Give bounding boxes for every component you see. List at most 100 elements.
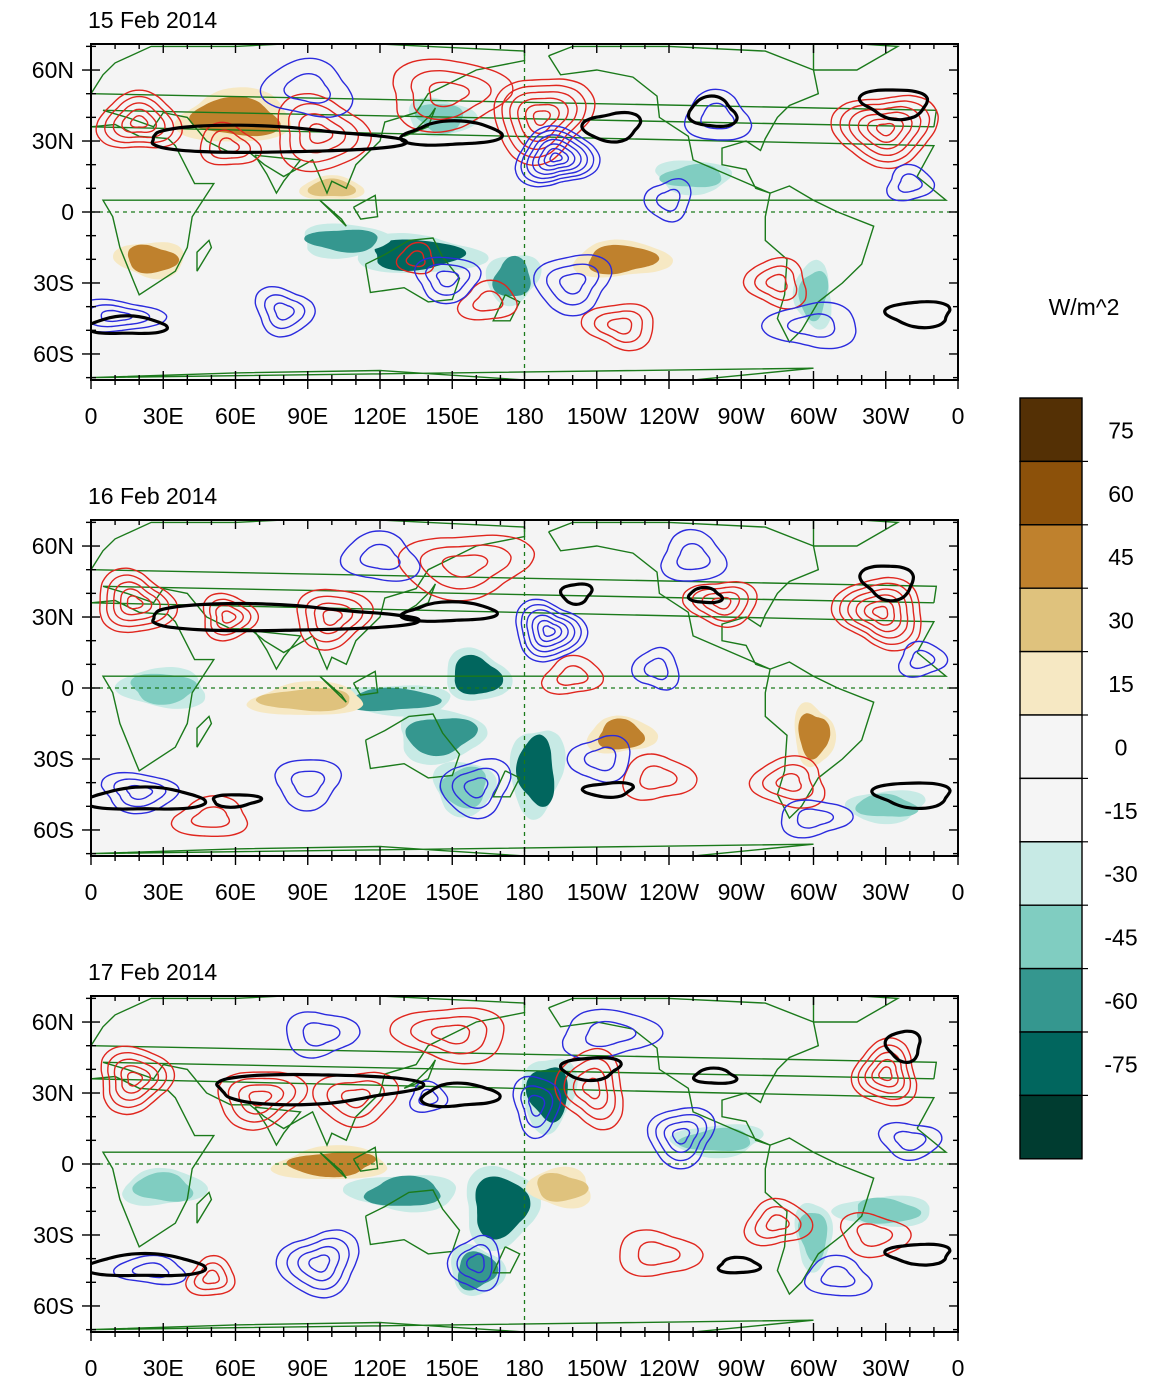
negative-contour xyxy=(514,125,601,188)
lon-tick-label: 120W xyxy=(639,1355,699,1381)
coastline xyxy=(91,123,948,296)
positive-contour xyxy=(524,103,560,135)
coastline xyxy=(352,194,379,220)
lat-tick-label: 60S xyxy=(33,341,74,367)
negative-contour xyxy=(643,178,692,223)
negative-contour xyxy=(297,1245,341,1282)
negative-contour xyxy=(263,294,306,330)
jet-contour xyxy=(151,601,421,633)
negative-contour xyxy=(897,640,949,678)
olr-shading xyxy=(677,1127,751,1151)
colorbar-swatch xyxy=(1019,777,1083,843)
coastline xyxy=(196,1191,213,1224)
jet-contour xyxy=(883,1242,952,1267)
positive-contour xyxy=(113,1058,160,1101)
positive-contour xyxy=(637,1241,681,1266)
positive-contour xyxy=(441,554,489,578)
colorbar-label: -45 xyxy=(1104,925,1137,951)
negative-contour xyxy=(414,256,482,305)
jet-contour xyxy=(686,585,725,605)
colorbar-swatch xyxy=(1019,524,1083,589)
negative-contour xyxy=(451,767,501,809)
positive-contour xyxy=(305,595,364,643)
negative-contour xyxy=(803,1254,873,1297)
negative-contour xyxy=(655,188,681,212)
positive-contour xyxy=(472,290,504,312)
jet-contour xyxy=(870,781,952,811)
lat-tick-label: 60N xyxy=(32,57,74,83)
lon-tick-label: 180 xyxy=(505,403,543,429)
positive-contour xyxy=(215,604,245,630)
positive-contour xyxy=(850,1037,918,1107)
positive-contour xyxy=(847,588,909,639)
colorbar-swatch xyxy=(1019,841,1083,906)
coastline xyxy=(364,713,461,779)
positive-contour xyxy=(563,1057,616,1121)
lon-tick-label: 0 xyxy=(85,403,98,429)
coastline xyxy=(364,237,461,303)
jet-contour xyxy=(686,94,739,129)
colorbar-label: -75 xyxy=(1104,1051,1137,1077)
lon-tick-label: 120E xyxy=(353,879,407,905)
positive-contour xyxy=(839,1212,912,1259)
negative-contour xyxy=(254,285,316,338)
positive-contour xyxy=(277,92,372,173)
positive-contour xyxy=(606,317,633,335)
coastline xyxy=(492,294,521,322)
positive-contour xyxy=(126,595,144,610)
lon-tick-label: 90W xyxy=(718,1355,766,1381)
colorbar-label: 60 xyxy=(1108,481,1134,507)
positive-contour xyxy=(743,1197,814,1247)
negative-contour xyxy=(520,1085,554,1128)
negative-contour xyxy=(446,1234,501,1292)
positive-contour xyxy=(848,105,922,157)
positive-contour xyxy=(572,1067,609,1110)
negative-contour xyxy=(533,254,613,317)
jet-contour xyxy=(580,110,643,144)
olr-shading xyxy=(798,713,831,760)
colorbar-swatch xyxy=(1019,650,1083,716)
olr-shading xyxy=(597,718,645,750)
lon-tick-label: 60E xyxy=(215,1355,256,1381)
panel-title: 17 Feb 2014 xyxy=(88,959,217,985)
coastline xyxy=(254,1106,302,1147)
positive-contour xyxy=(765,1214,790,1232)
lon-tick-label: 60E xyxy=(215,403,256,429)
positive-contour xyxy=(105,574,170,628)
positive-contour xyxy=(839,582,916,645)
jet-contour xyxy=(91,314,169,336)
negative-contour xyxy=(877,1121,943,1161)
olr-shading xyxy=(405,718,478,757)
positive-contour xyxy=(190,806,231,828)
olr-shading xyxy=(286,1152,377,1178)
olr-shading xyxy=(454,654,504,695)
colorbar: W/m^2 75 60 45 30 15 0 -15 -30 -45 -60 -75 xyxy=(1019,294,1138,1160)
lon-tick-label: 180 xyxy=(505,879,543,905)
colorbar-swatch xyxy=(1019,1094,1083,1160)
panel-title: 15 Feb 2014 xyxy=(88,7,217,33)
coastline xyxy=(764,185,875,344)
negative-contour xyxy=(424,263,471,296)
negative-contour xyxy=(435,270,460,288)
lat-tick-label: 30N xyxy=(32,604,74,630)
coastline xyxy=(91,599,948,772)
positive-contour xyxy=(875,122,896,137)
coastline xyxy=(548,521,820,670)
coastline xyxy=(254,154,302,195)
positive-contour xyxy=(532,110,551,127)
olr-shading xyxy=(492,255,531,297)
map-panel-1: 15 Feb 2014 0 30E 60E 90E 120E 150E 180 150W 120W… xyxy=(32,7,965,429)
negative-contour xyxy=(546,263,600,306)
positive-contour xyxy=(619,1229,704,1278)
coastline xyxy=(764,1137,875,1296)
olr-shading xyxy=(255,688,350,712)
positive-contour xyxy=(389,1007,505,1065)
positive-contour xyxy=(855,594,902,633)
negative-contour xyxy=(700,102,736,130)
lat-tick-label: 0 xyxy=(61,199,74,225)
negative-contour xyxy=(646,1106,716,1170)
positive-contour xyxy=(121,108,158,134)
negative-contour xyxy=(439,758,512,820)
coastline xyxy=(319,199,347,227)
positive-contour xyxy=(871,1058,899,1088)
